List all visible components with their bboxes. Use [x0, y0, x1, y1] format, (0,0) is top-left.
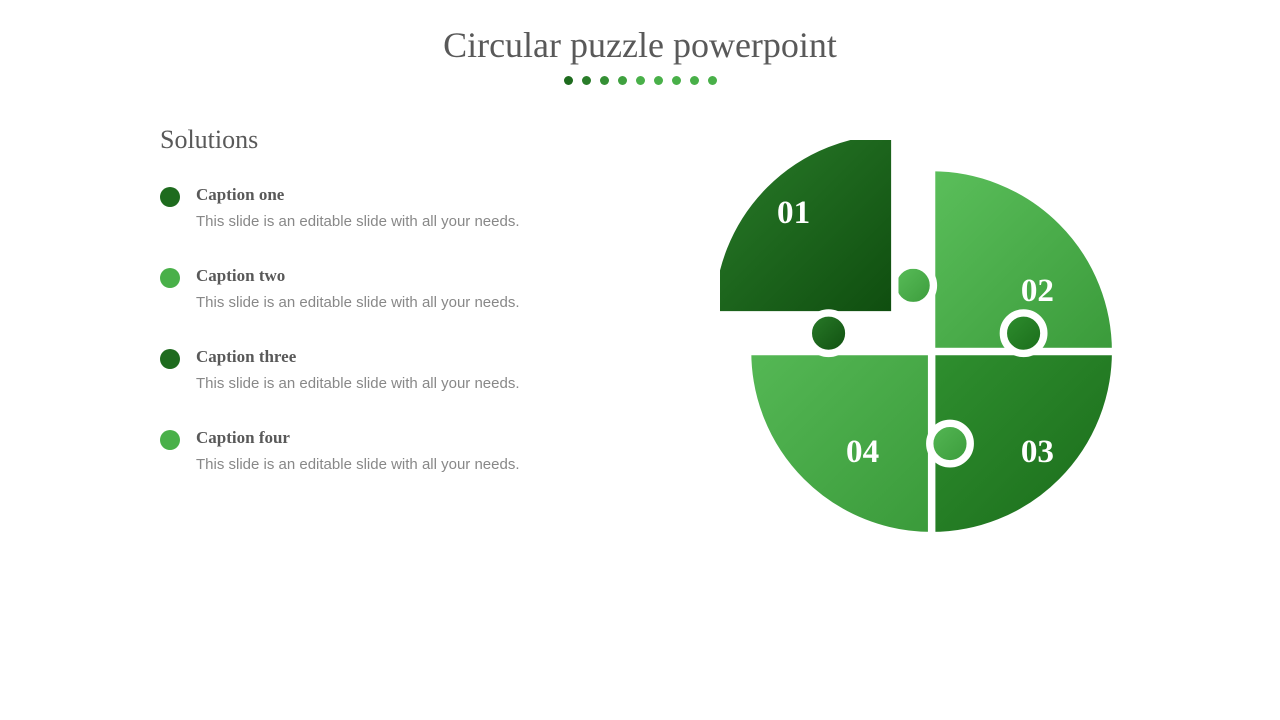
caption-text: Caption four This slide is an editable s…: [196, 428, 580, 475]
caption-text: Caption three This slide is an editable …: [196, 347, 580, 394]
caption-block-4: Caption four This slide is an editable s…: [160, 428, 580, 475]
caption-desc: This slide is an editable slide with all…: [196, 454, 580, 475]
caption-block-1: Caption one This slide is an editable sl…: [160, 185, 580, 232]
section-title: Solutions: [160, 125, 580, 155]
caption-text: Caption one This slide is an editable sl…: [196, 185, 580, 232]
decorative-dot: [636, 76, 645, 85]
caption-desc: This slide is an editable slide with all…: [196, 211, 580, 232]
caption-bullet-icon: [160, 268, 180, 288]
puzzle-label-4: 04: [846, 433, 879, 470]
decorative-dot: [672, 76, 681, 85]
puzzle-label-1: 01: [777, 194, 810, 231]
caption-title: Caption one: [196, 185, 580, 205]
slide-title: Circular puzzle powerpoint: [0, 0, 1280, 66]
caption-block-3: Caption three This slide is an editable …: [160, 347, 580, 394]
captions-column: Solutions Caption one This slide is an e…: [160, 125, 580, 509]
decorative-dot: [690, 76, 699, 85]
caption-bullet-icon: [160, 187, 180, 207]
caption-title: Caption four: [196, 428, 580, 448]
puzzle-piece-1: [720, 140, 933, 353]
decorative-dot: [708, 76, 717, 85]
caption-bullet-icon: [160, 430, 180, 450]
decorative-dot: [600, 76, 609, 85]
caption-bullet-icon: [160, 349, 180, 369]
caption-desc: This slide is an editable slide with all…: [196, 373, 580, 394]
caption-title: Caption three: [196, 347, 580, 367]
caption-title: Caption two: [196, 266, 580, 286]
decorative-dot: [618, 76, 627, 85]
caption-block-2: Caption two This slide is an editable sl…: [160, 266, 580, 313]
puzzle-label-2: 02: [1021, 272, 1054, 309]
decorative-dot: [582, 76, 591, 85]
caption-desc: This slide is an editable slide with all…: [196, 292, 580, 313]
decorative-dot: [654, 76, 663, 85]
circular-puzzle: 01 02 03 04: [720, 140, 1180, 600]
caption-text: Caption two This slide is an editable sl…: [196, 266, 580, 313]
decorative-dot: [564, 76, 573, 85]
decorative-dots: [0, 76, 1280, 85]
puzzle-label-3: 03: [1021, 433, 1054, 470]
